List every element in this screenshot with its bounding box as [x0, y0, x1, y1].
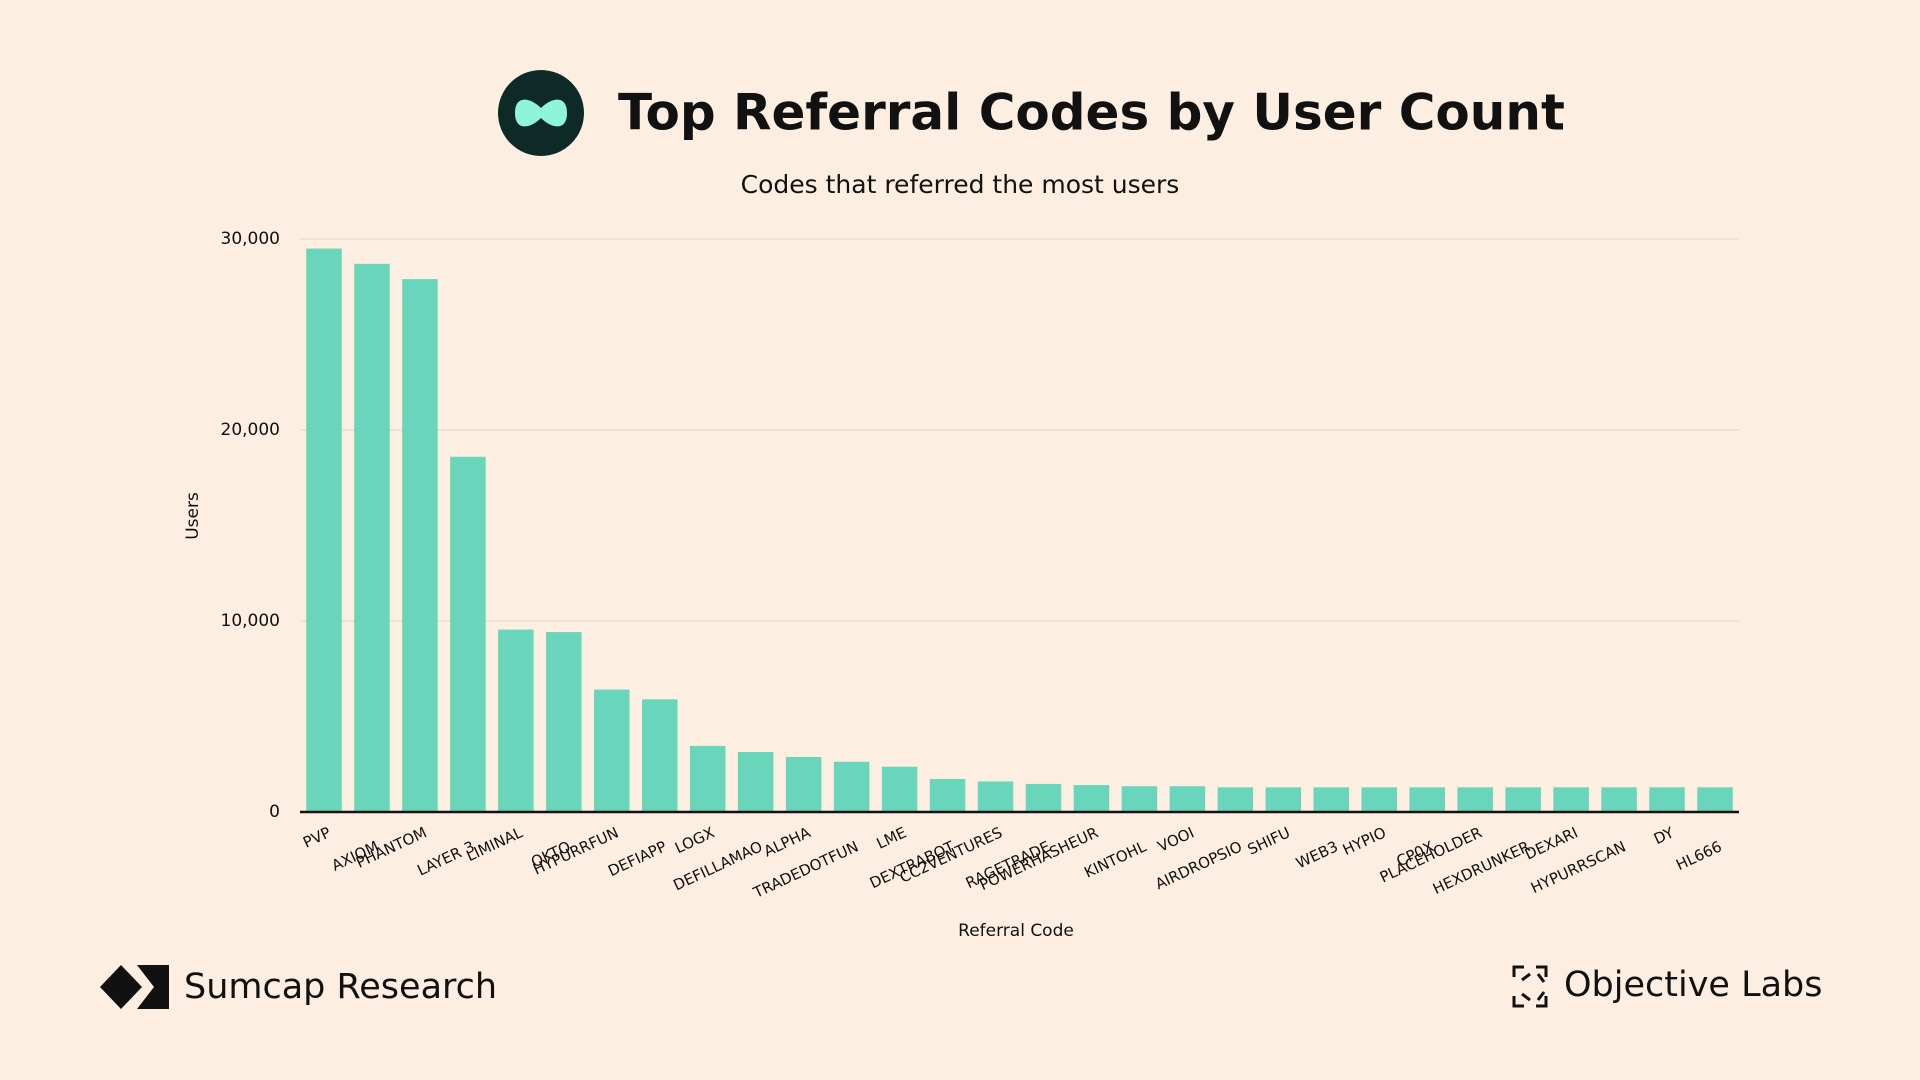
y-axis-label: Users: [183, 492, 203, 540]
y-tick-label: 30,000: [221, 229, 280, 249]
x-axis-label: Referral Code: [958, 921, 1074, 941]
bar: [1217, 787, 1254, 812]
footer-left-logo: [100, 965, 169, 1009]
bar: [1121, 786, 1158, 812]
bar: [594, 689, 630, 812]
bar: [306, 248, 342, 813]
bar: [833, 761, 870, 812]
bar: [785, 756, 822, 812]
bar: [450, 456, 486, 812]
bar: [1601, 787, 1637, 812]
bar: [1505, 787, 1541, 812]
bar: [1649, 787, 1685, 812]
y-tick-label: 20,000: [221, 420, 280, 440]
footer-right-logo: [1512, 965, 1548, 1008]
title-logo: [498, 70, 584, 156]
bar: [929, 778, 966, 812]
chart-title: Top Referral Codes by User Count: [618, 84, 1565, 142]
footer-right: Objective Labs: [1564, 965, 1822, 1005]
bar: [1169, 786, 1206, 812]
bar: [1025, 783, 1062, 812]
bar: [1409, 787, 1445, 812]
footer-left: Sumcap Research: [184, 967, 497, 1007]
bar: [354, 263, 390, 813]
bar: [498, 629, 534, 812]
bar: [1361, 787, 1397, 812]
bar: [1553, 787, 1589, 812]
bar: [1457, 787, 1493, 812]
bar: [881, 766, 918, 812]
bar: [977, 781, 1014, 812]
bar: [1265, 787, 1302, 812]
bar: [1313, 787, 1350, 812]
bar: [1073, 785, 1110, 812]
bar: [402, 279, 438, 812]
y-tick-label: 10,000: [221, 611, 280, 631]
y-tick-label: 0: [269, 802, 280, 822]
chart-subtitle: Codes that referred the most users: [741, 170, 1180, 199]
bar: [546, 632, 582, 812]
bar: [642, 699, 678, 812]
bar: [689, 745, 726, 812]
bar: [737, 752, 774, 812]
bar: [1697, 787, 1733, 812]
